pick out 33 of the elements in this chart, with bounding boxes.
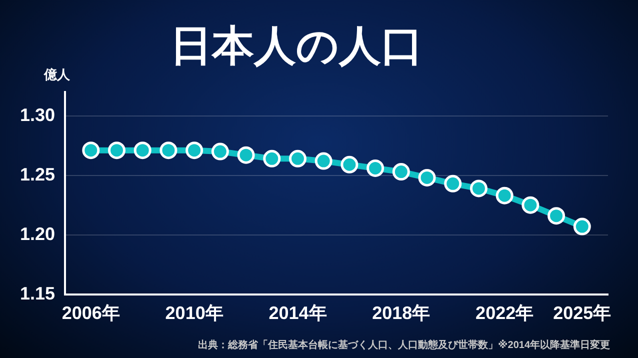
point [263,150,281,168]
point [160,142,178,160]
point [470,180,488,198]
point [548,207,566,225]
point [314,152,332,170]
point [522,196,540,214]
point [496,186,514,204]
point [237,146,255,164]
x-tick-label: 2018年 [372,303,430,324]
point [444,174,462,192]
point [134,142,152,160]
point [288,150,306,168]
y-tick-label: 1.25 [20,164,56,184]
point [573,218,591,236]
x-tick-label: 2010年 [165,303,224,324]
source-note: 出典：総務省「住民基本台帳に基づく人口、人口動態及び世帯数」※2014年以降基準日変更 [198,338,610,352]
point [186,142,204,160]
point [418,168,436,186]
point [211,142,229,160]
point [340,156,358,174]
x-tick-label: 2022年 [476,303,534,324]
point [366,159,384,177]
y-tick-label: 1.30 [20,104,56,125]
y-tick-label: 1.15 [20,283,56,304]
x-tick-label: 2025年 [553,303,612,324]
y-tick-label: 1.20 [20,224,56,244]
point [108,142,126,160]
point [392,163,410,181]
y-axis-title: 億人 [44,66,70,84]
chart-title: 日本人の人口 [170,21,423,71]
x-tick-label: 2014年 [268,303,327,324]
point [82,142,100,160]
x-tick-label: 2006年 [62,303,120,324]
